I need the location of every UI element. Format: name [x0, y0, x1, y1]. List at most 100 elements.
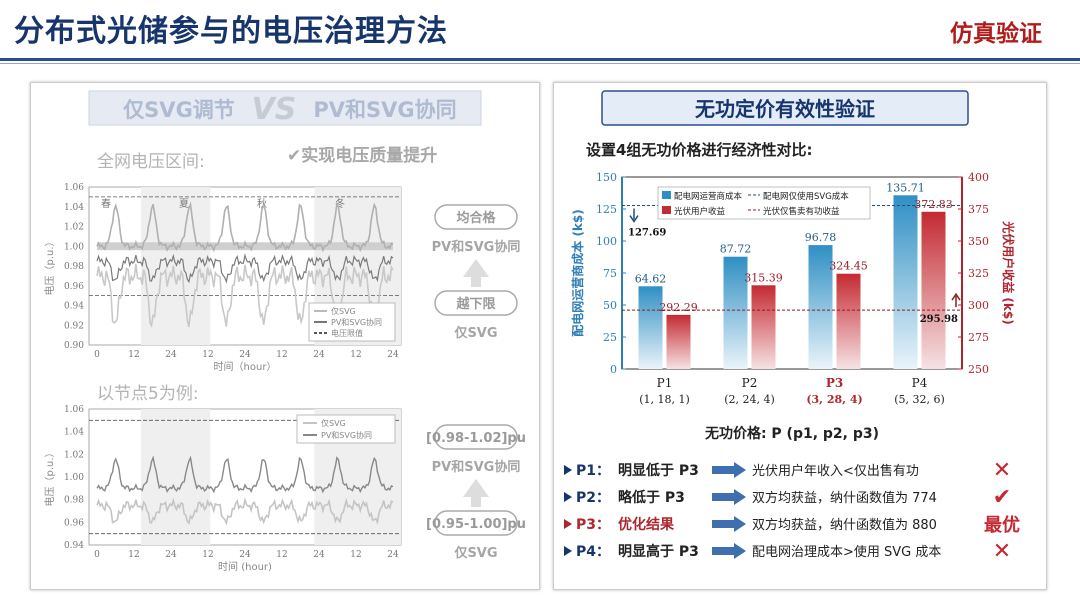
category-label: P3 — [826, 376, 843, 390]
chart2-xlabel: 时间 (hour) — [218, 560, 272, 573]
banner-pv-svg: PV和SVG协同 — [313, 98, 456, 122]
conclusion-row: P3： 优化结果 双方均获益，纳什函数值为 880 最优 — [564, 514, 1020, 536]
banner-svg-only: 仅SVG调节 — [122, 98, 235, 122]
right-subtitle: 设置4组无功价格进行经济性对比: — [586, 141, 812, 159]
chart2-series-pv-svg — [96, 455, 394, 494]
chart2-ytick: 1.06 — [64, 405, 84, 415]
banner-vs: VS — [252, 92, 297, 127]
left-panel: 仅SVG调节 VS PV和SVG协同 全网电压区间: ✔实现电压质量提升 以节点5为例: 1… — [30, 82, 540, 590]
subtitle-node5: 以节点5为例: — [97, 384, 199, 404]
legend-label-revenue: 光伏用户收益 — [674, 206, 726, 217]
chart1-ytick: 0.96 — [64, 282, 84, 292]
right-tick-label: 325 — [968, 267, 989, 280]
side-box-node5-top-label: [0.98-1.02]pu — [426, 431, 526, 446]
bullet-triangle-icon — [564, 546, 572, 556]
chart2-ytick: 1.00 — [64, 473, 84, 483]
conclusion-mark: ✕ — [993, 458, 1011, 483]
chart2-xtick: 12 — [128, 550, 139, 560]
chart1-series-svg-lower — [96, 264, 394, 328]
chart2-ytick: 1.02 — [64, 450, 84, 460]
side-box-node5-box-label: [0.95-1.00]pu — [426, 517, 526, 532]
left-tick-label: 100 — [596, 235, 617, 248]
bar-revenue-value: 315.39 — [744, 271, 783, 284]
chart1-ylabel: 电压（p.u.） — [43, 236, 56, 295]
conclusion-row: P4： 明显高于 P3 配电网治理成本>使用 SVG 成本 ✕ — [564, 539, 1011, 564]
side-box-network-top-label: 均合格 — [456, 210, 496, 226]
ref-label-revenue: 295.98 — [920, 314, 958, 325]
bar-revenue-P3 — [836, 273, 861, 369]
conclusion-compare: 明显低于 P3 — [618, 462, 699, 479]
x-axis-caption: 无功价格: P (p1, p2, p3) — [704, 425, 879, 442]
arrow-right-icon — [712, 516, 746, 532]
bar-revenue-value: 292.29 — [659, 301, 698, 314]
conclusion-row: P2： 略低于 P3 双方均获益，纳什函数值为 774 ✔ — [564, 485, 1011, 510]
chart1-season-label: 冬 — [335, 197, 345, 210]
left-tick-label: 75 — [603, 267, 617, 280]
chart2-xtick: 12 — [202, 550, 213, 560]
chart1-ytick: 1.00 — [64, 242, 84, 252]
right-tick-label: 275 — [968, 331, 989, 344]
conclusion-key: P3： — [576, 517, 610, 533]
side-box-node5-bottom-label: 仅SVG — [453, 545, 497, 561]
chart2-xtick: 24 — [239, 550, 251, 560]
left-axis-label: 配电网运营商成本 (k$) — [570, 209, 585, 336]
section-tag: 仿真验证 — [950, 21, 1042, 47]
chart1-xtick: 12 — [202, 350, 213, 360]
legend-label-ref-cost: 配电网仅使用SVG成本 — [763, 191, 849, 202]
side-box-node5-mid-label: PV和SVG协同 — [432, 459, 521, 475]
chart2-xtick: 0 — [94, 550, 100, 560]
chart2-xtick: 12 — [350, 550, 361, 560]
conclusion-result: 配电网治理成本>使用 SVG 成本 — [752, 544, 941, 560]
arrow-right-icon — [712, 462, 746, 478]
chart2-ytick: 0.96 — [64, 518, 84, 528]
bar-revenue-value: 324.45 — [829, 260, 868, 273]
chart2-xtick: 24 — [165, 550, 177, 560]
right-tick-label: 400 — [968, 171, 989, 184]
chart1-xtick: 24 — [239, 350, 251, 360]
bar-chart: 0 25 50 75 100 125 150 250 275 300 325 350 375 400 配电网… — [570, 171, 1016, 406]
side-box-network-bottom-pill — [434, 290, 518, 316]
bar-cost-value: 87.72 — [720, 243, 752, 256]
chart2-ytick: 1.04 — [64, 428, 84, 438]
comparison-banner — [88, 90, 482, 126]
conclusion-compare: 优化结果 — [618, 516, 675, 533]
chart1-season-label: 夏 — [179, 198, 189, 210]
chart1-ytick: 1.02 — [64, 223, 84, 233]
conclusion-key: P2： — [576, 490, 610, 506]
chart2-legend — [296, 414, 396, 444]
bar-cost-value: 64.62 — [635, 272, 667, 285]
chart2-band-summer — [141, 409, 211, 545]
conclusion-mark: 最优 — [984, 514, 1020, 536]
bullet-triangle-icon — [564, 492, 572, 502]
arrow-right-icon — [712, 489, 746, 505]
category-sublabel: (2, 24, 4) — [724, 393, 775, 406]
chart1-season-label: 春 — [101, 198, 111, 210]
side-box-node5-top-pill — [434, 424, 518, 450]
page-title: 分布式光储参与的电压治理方法 — [14, 14, 448, 49]
chart1-ytick: 0.94 — [64, 302, 84, 312]
right-panel: 无功定价有效性验证 设置4组无功价格进行经济性对比: 0 25 50 75 100 125 15… — [553, 82, 1047, 590]
chart1-ytick: 0.98 — [64, 262, 84, 272]
subtitle-network-range: 全网电压区间: — [97, 152, 205, 172]
chart1-xlabel: 时间（hour） — [214, 360, 277, 373]
arrow-up-icon — [951, 292, 961, 308]
legend-label-cost: 配电网运营商成本 — [674, 191, 743, 202]
conclusion-result: 光伏用户年收入<仅出售有功 — [752, 463, 919, 479]
chart1-ytick: 1.04 — [64, 203, 84, 213]
left-tick-label: 50 — [603, 299, 617, 312]
right-tick-label: 350 — [968, 235, 989, 248]
chart1-series-pv-svg — [96, 253, 394, 284]
bullet-triangle-icon — [564, 519, 572, 529]
chart2-ylabel: 电压（p.u.） — [43, 447, 56, 506]
bar-revenue-P2 — [751, 285, 776, 369]
bar-cost-P2 — [723, 256, 748, 369]
side-box-network-arrow-up-icon — [463, 259, 489, 287]
category-sublabel: (1, 18, 1) — [639, 393, 690, 406]
left-tick-label: 0 — [610, 363, 617, 376]
side-box-node5: [0.98-1.02]pu PV和SVG协同 [0.95-1.00]pu 仅SVG — [426, 424, 526, 561]
side-box-node5-bottom-pill — [434, 510, 518, 536]
chart2-xtick: 12 — [276, 550, 287, 560]
conclusion-compare: 略低于 P3 — [618, 489, 685, 506]
